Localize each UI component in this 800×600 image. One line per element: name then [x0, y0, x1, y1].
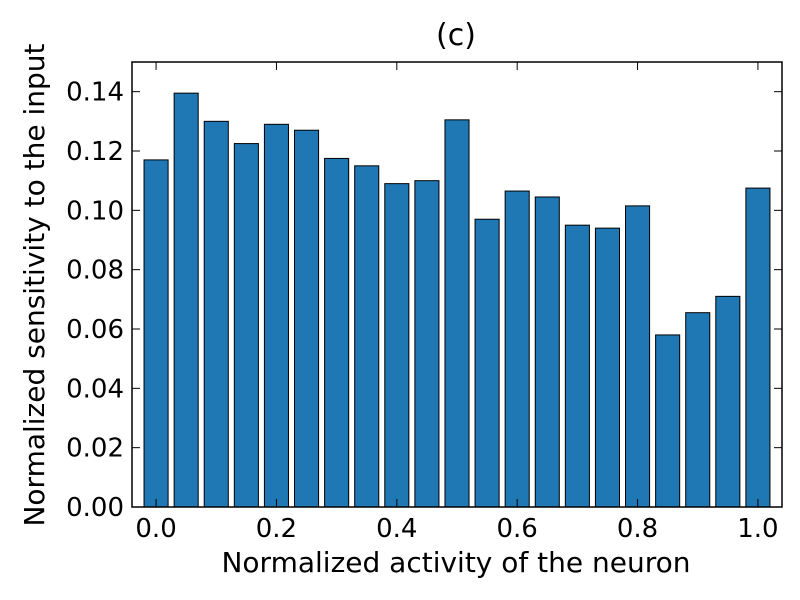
- y-tick-label: 0.12: [66, 137, 124, 167]
- y-tick-label: 0.00: [66, 493, 124, 523]
- y-tick-label: 0.04: [66, 374, 124, 404]
- x-tick-label: 0.4: [376, 514, 417, 544]
- chart-title: (c): [436, 18, 476, 53]
- x-axis-label: Normalized activity of the neuron: [221, 546, 690, 579]
- bar-13: [534, 196, 560, 508]
- x-tick-label: 0.2: [256, 514, 297, 544]
- bar-11: [474, 218, 500, 508]
- bar-1: [173, 92, 199, 508]
- y-axis-ticks: 0.00 0.02 0.04 0.06 0.08 0.10 0.12 0.14: [66, 78, 782, 523]
- bar-4: [263, 123, 289, 508]
- bar-5: [294, 129, 320, 508]
- bar-14: [564, 224, 590, 508]
- bar-2: [203, 120, 229, 508]
- y-axis-label: Normalized sensitivity to the input: [18, 43, 51, 526]
- bar-10: [444, 119, 470, 508]
- bar-9: [414, 180, 440, 508]
- bar-0: [143, 159, 169, 508]
- bar-16: [625, 205, 651, 508]
- x-tick-label: 0.0: [135, 514, 176, 544]
- bar-12: [504, 190, 530, 508]
- x-tick-label: 1.0: [737, 514, 778, 544]
- bars-group: [143, 92, 771, 508]
- y-tick-label: 0.02: [66, 434, 124, 464]
- bar-15: [594, 227, 620, 508]
- x-tick-label: 0.6: [497, 514, 538, 544]
- y-tick-label: 0.06: [66, 315, 124, 345]
- bar-7: [354, 165, 380, 508]
- y-tick-label: 0.14: [66, 78, 124, 108]
- bar-3: [233, 143, 259, 508]
- y-tick-label: 0.10: [66, 196, 124, 226]
- bar-17: [655, 334, 681, 508]
- bar-8: [384, 183, 410, 508]
- y-tick-label: 0.08: [66, 256, 124, 286]
- bar-19: [715, 295, 741, 508]
- x-tick-label: 0.8: [617, 514, 658, 544]
- x-axis-ticks: 0.0 0.2 0.4 0.6 0.8 1.0: [135, 62, 779, 544]
- bar-20: [745, 187, 771, 508]
- bar-6: [324, 157, 350, 508]
- bar-18: [685, 312, 711, 508]
- plot-frame: [131, 61, 783, 508]
